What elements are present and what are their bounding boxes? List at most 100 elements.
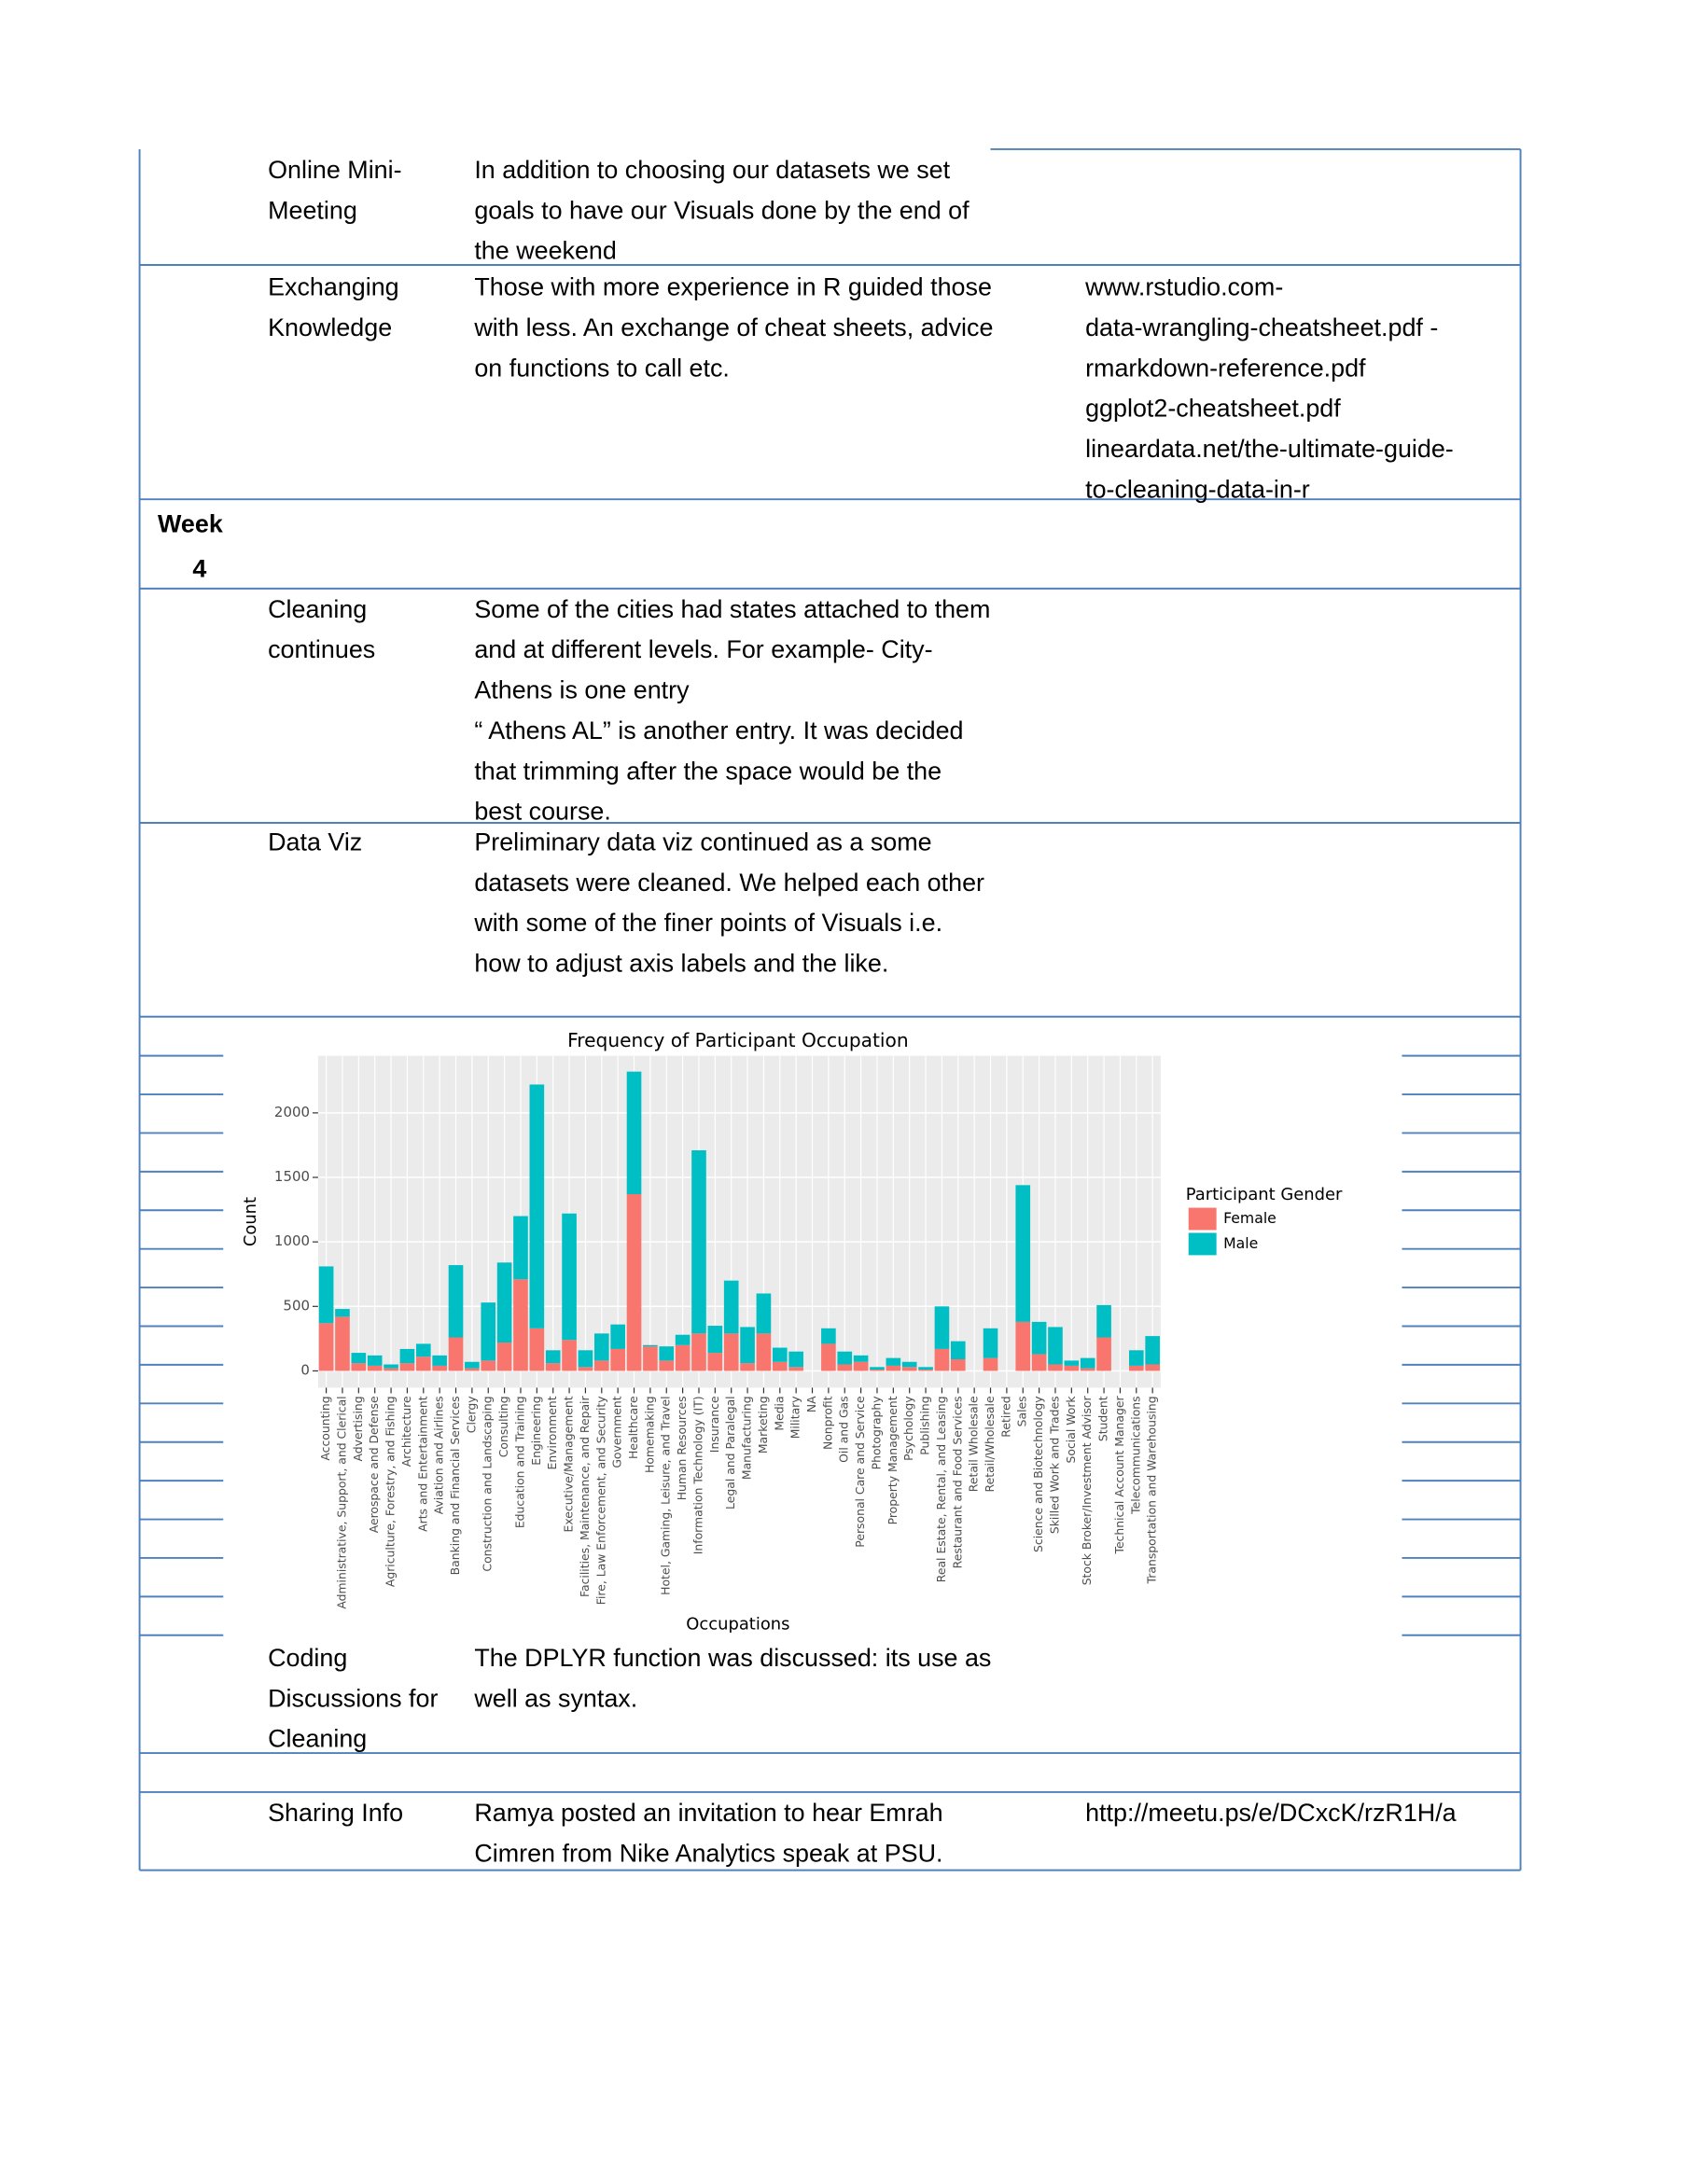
bar-segment [740, 1327, 755, 1364]
row-text: that trimming after the space would be t… [474, 757, 942, 785]
x-tick-label: Information Technology (IT) [691, 1396, 704, 1554]
x-tick-label: Oil and Gas [837, 1396, 851, 1462]
row-label: Discussions for [268, 1684, 438, 1712]
bar-segment [610, 1324, 625, 1349]
x-tick-label: Telecommunications [1128, 1396, 1142, 1514]
bar-segment [659, 1360, 675, 1371]
bar-segment [707, 1353, 723, 1371]
bar-segment [886, 1365, 901, 1371]
row-resource: lineardata.net/the-ultimate-guide- [1085, 435, 1454, 463]
bar-segment [1015, 1321, 1031, 1371]
x-tick-label: Skilled Work and Trades [1047, 1396, 1061, 1534]
row-text: well as syntax. [473, 1684, 637, 1712]
bar-segment [643, 1346, 658, 1371]
x-tick-label: Retired [998, 1396, 1012, 1437]
bar-segment [415, 1343, 431, 1357]
row-text: goals to have our Visuals done by the en… [474, 196, 970, 224]
x-tick-label: Manufacturing [740, 1396, 754, 1480]
chart-title: Frequency of Participant Occupation [567, 1029, 909, 1051]
bar-segment [351, 1363, 367, 1371]
bar-segment [886, 1357, 901, 1366]
row-text: In addition to choosing our datasets we … [474, 156, 950, 184]
bar-segment [578, 1350, 593, 1368]
row-resource: data-wrangling-cheatsheet.pdf - [1085, 313, 1438, 341]
bar-segment [593, 1333, 609, 1361]
bar-segment [983, 1357, 998, 1371]
row-text: and at different levels. For example- Ci… [474, 635, 932, 663]
row-label: Knowledge [268, 313, 392, 341]
x-tick-label: Arts and Entertainment [415, 1396, 429, 1532]
bar-segment [578, 1367, 593, 1371]
bar-segment [1080, 1357, 1095, 1369]
bar-segment [318, 1323, 334, 1371]
row-label: Meeting [268, 196, 357, 224]
row-label: continues [268, 635, 375, 663]
bar-segment [448, 1337, 464, 1371]
legend-label: Female [1223, 1209, 1276, 1227]
row-text: “ Athens AL” is another entry. It was de… [474, 716, 963, 744]
x-tick-label: Education and Training [512, 1396, 526, 1528]
bar-segment [496, 1262, 512, 1343]
bar-segment [545, 1363, 561, 1371]
bar-segment [351, 1353, 367, 1364]
bar-segment [901, 1367, 917, 1371]
row-text: the weekend [474, 237, 616, 265]
x-tick-label: Personal Care and Service [853, 1396, 867, 1547]
bar-segment [853, 1355, 869, 1362]
bar-segment [513, 1216, 528, 1280]
x-tick-label: Media [772, 1396, 786, 1430]
x-tick-label: Real Estate, Rental, and Leasing [934, 1396, 948, 1582]
y-tick-label: 0 [300, 1361, 310, 1378]
x-tick-label: Administrative, Support, and Clerical [334, 1396, 348, 1608]
row-label: Sharing Info [268, 1799, 403, 1827]
row-label: Data Viz [268, 828, 362, 856]
bar-segment [934, 1306, 950, 1349]
bar-segment [529, 1084, 545, 1328]
bar-segment [545, 1350, 561, 1364]
y-tick-label: 2000 [274, 1104, 310, 1120]
row-text: Some of the cities had states attached t… [474, 595, 990, 623]
x-tick-label: Accounting [318, 1396, 332, 1460]
bar-segment [691, 1149, 706, 1334]
bar-segment [1128, 1350, 1144, 1366]
bar-segment [788, 1367, 803, 1371]
x-tick-label: Facilities, Maintenance, and Repair [578, 1395, 592, 1596]
row-text: best course. [474, 798, 610, 826]
x-tick-label: Homemaking [642, 1396, 656, 1473]
bar-segment [675, 1334, 691, 1345]
x-tick-label: Healthcare [626, 1396, 640, 1459]
bar-segment [1096, 1304, 1111, 1338]
bar-segment [756, 1333, 772, 1371]
y-axis-title: Count [241, 1197, 260, 1246]
bar-segment [821, 1328, 836, 1344]
x-tick-label: Aviation and Airlines [432, 1396, 446, 1514]
bar-segment [1096, 1337, 1111, 1371]
x-tick-label: Construction and Landscaping [481, 1396, 495, 1571]
bar-segment [399, 1363, 415, 1371]
x-tick-label: Agriculture, Forestry, and Fishing [384, 1396, 398, 1587]
bar-segment [318, 1266, 334, 1324]
x-tick-label: Marketing [756, 1396, 770, 1454]
row-text: how to adjust axis labels and the like. [474, 950, 888, 978]
bar-segment [335, 1316, 350, 1371]
x-tick-label: Advertising [351, 1396, 365, 1461]
x-tick-label: Consulting [496, 1396, 510, 1457]
x-tick-label: Military [788, 1396, 802, 1439]
bar-segment [1128, 1365, 1144, 1371]
bar-segment [870, 1367, 885, 1370]
x-tick-label: Government [610, 1396, 624, 1468]
bar-segment [432, 1365, 447, 1371]
x-tick-label: Retail/Wholesale [983, 1396, 997, 1492]
bar-segment [837, 1351, 853, 1365]
bar-segment [1031, 1321, 1047, 1355]
row-label: Exchanging [268, 273, 399, 301]
row-text: Athens is one entry [474, 676, 690, 704]
bar-segment [465, 1368, 480, 1371]
bar-segment [756, 1293, 772, 1334]
y-tick-label: 1000 [274, 1232, 310, 1249]
bar-segment [901, 1361, 917, 1368]
bar-segment [1064, 1360, 1080, 1366]
x-tick-label: Engineering [529, 1396, 543, 1465]
y-tick-label: 500 [283, 1297, 310, 1314]
